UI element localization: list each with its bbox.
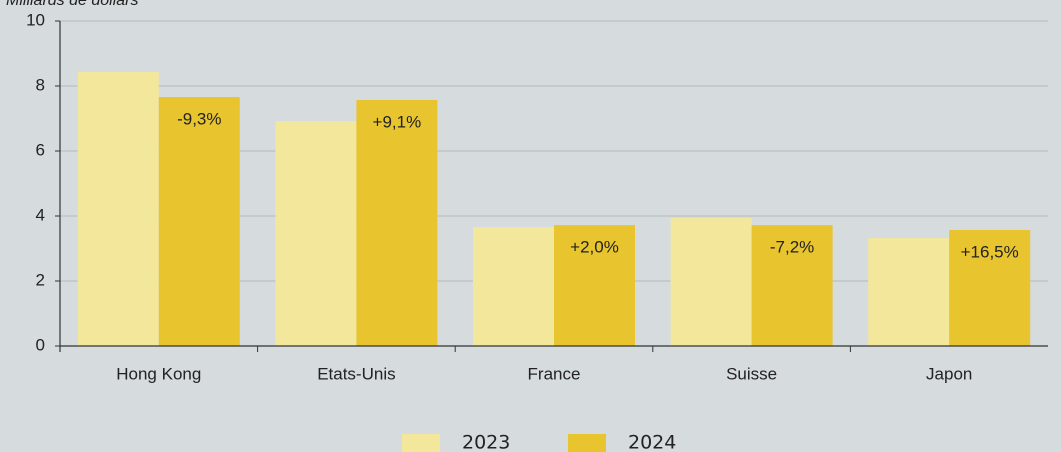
y-tick-label: 10 — [26, 10, 45, 29]
bar — [751, 225, 833, 346]
change-label: -7,2% — [770, 238, 814, 257]
x-tick-label: France — [528, 364, 581, 383]
chart-title: Milliards de dollars — [6, 0, 139, 9]
bar — [949, 229, 1031, 346]
y-tick-label: 2 — [36, 270, 45, 289]
bar — [670, 217, 752, 346]
legend-swatch — [402, 434, 440, 452]
bar — [356, 99, 438, 346]
change-label: +2,0% — [570, 238, 619, 257]
x-tick-label: Japon — [926, 364, 972, 383]
y-tick-label: 4 — [36, 205, 45, 224]
bar — [554, 225, 635, 346]
y-tick-label: 8 — [36, 75, 45, 94]
x-tick-label: Hong Kong — [116, 364, 201, 383]
y-tick-label: 0 — [36, 335, 45, 354]
bar — [77, 72, 159, 347]
bar — [473, 227, 554, 346]
bar — [275, 121, 357, 346]
change-label: +16,5% — [961, 242, 1019, 261]
bar — [868, 238, 950, 346]
bar — [158, 97, 240, 346]
legend-label: 2023 — [462, 432, 510, 452]
legend-label: 2024 — [628, 432, 676, 452]
legend-swatch — [568, 434, 606, 452]
y-tick-label: 6 — [36, 140, 45, 159]
x-tick-label: Suisse — [726, 364, 777, 383]
change-label: +9,1% — [373, 112, 422, 131]
x-tick-label: Etats-Unis — [317, 364, 395, 383]
change-label: -9,3% — [177, 110, 221, 129]
